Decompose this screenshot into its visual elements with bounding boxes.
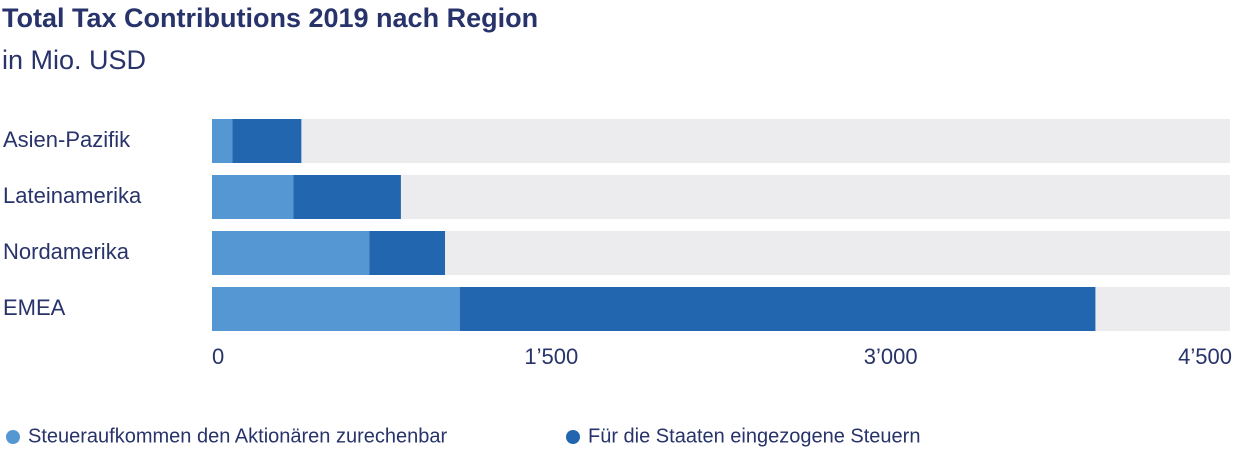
x-tick-label: 1’500 bbox=[524, 344, 578, 369]
x-tick-label: 0 bbox=[212, 344, 224, 369]
x-tick-label: 3’000 bbox=[864, 344, 918, 369]
legend-marker bbox=[6, 430, 20, 444]
bar bbox=[293, 175, 401, 219]
legend-label: Steueraufkommen den Aktionären zurechenb… bbox=[28, 425, 447, 447]
chart-title: Total Tax Contributions 2019 nach Region bbox=[2, 3, 538, 33]
bar bbox=[232, 119, 302, 163]
y-tick-label: Lateinamerika bbox=[3, 183, 142, 208]
bar bbox=[212, 287, 460, 331]
legend-label: Für die Staaten eingezogene Steuern bbox=[588, 425, 920, 447]
x-tick-label: 4’500 bbox=[1178, 344, 1232, 369]
legend-marker bbox=[566, 430, 580, 444]
bar-track bbox=[212, 119, 1230, 163]
bar bbox=[212, 175, 294, 219]
y-tick-label: Nordamerika bbox=[3, 239, 130, 264]
y-tick-label: EMEA bbox=[3, 295, 66, 320]
bar bbox=[212, 119, 233, 163]
chart-subtitle: in Mio. USD bbox=[2, 45, 146, 75]
bar bbox=[369, 231, 446, 275]
bar bbox=[212, 231, 370, 275]
bar bbox=[459, 287, 1096, 331]
y-tick-label: Asien-Pazifik bbox=[3, 127, 131, 152]
